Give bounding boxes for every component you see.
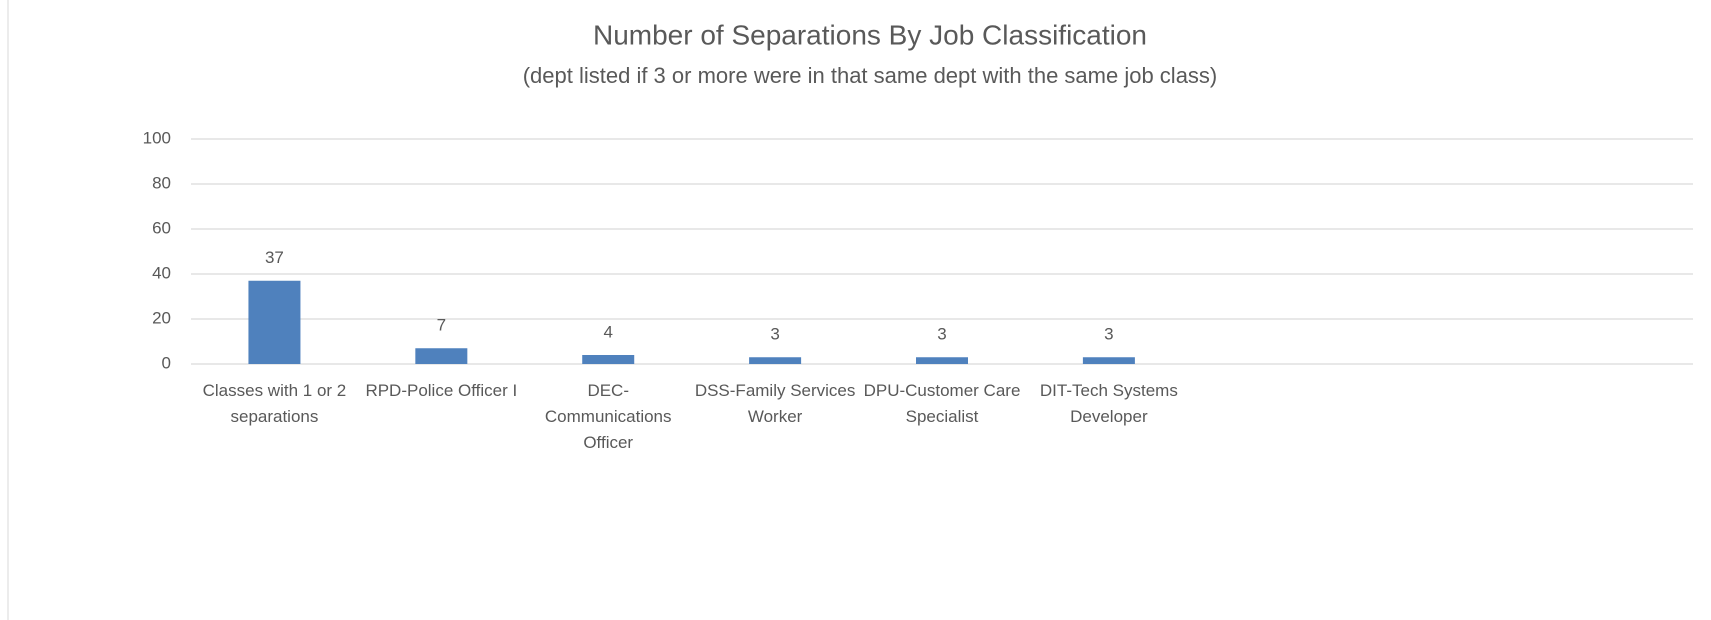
bar — [582, 355, 635, 364]
x-tick-label: DPU-Customer Care Specialist — [863, 381, 1021, 426]
x-tick-label: DEC-Communications Officer — [544, 381, 672, 452]
y-tick-label: 60 — [152, 218, 171, 237]
y-tick-label: 100 — [143, 128, 171, 147]
y-tick-label: 20 — [152, 308, 171, 327]
y-tick-label: 0 — [162, 353, 171, 372]
chart-title: Number of Separations By Job Classificat… — [593, 19, 1147, 50]
data-label: 4 — [603, 322, 612, 341]
x-tick-label: DIT-Tech Systems Developer — [1039, 381, 1178, 426]
data-label: 3 — [770, 325, 779, 344]
bar — [1082, 357, 1135, 364]
x-tick-label: RPD-Police Officer I — [365, 381, 518, 400]
x-tick-label: DSS-Family Services Worker — [694, 381, 856, 426]
x-tick-label: Classes with 1 or 2 separations — [202, 381, 347, 426]
y-tick-label: 40 — [152, 263, 171, 282]
bar — [916, 357, 968, 364]
data-label: 3 — [1104, 325, 1113, 344]
bar — [415, 348, 468, 364]
data-label: 3 — [937, 325, 946, 344]
chart-subtitle: (dept listed if 3 or more were in that s… — [523, 63, 1218, 88]
bar — [749, 357, 802, 364]
y-tick-label: 80 — [152, 173, 171, 192]
data-label: 37 — [265, 248, 284, 267]
bar — [248, 280, 301, 364]
chart-border — [7, 0, 9, 620]
data-label: 7 — [437, 316, 446, 335]
